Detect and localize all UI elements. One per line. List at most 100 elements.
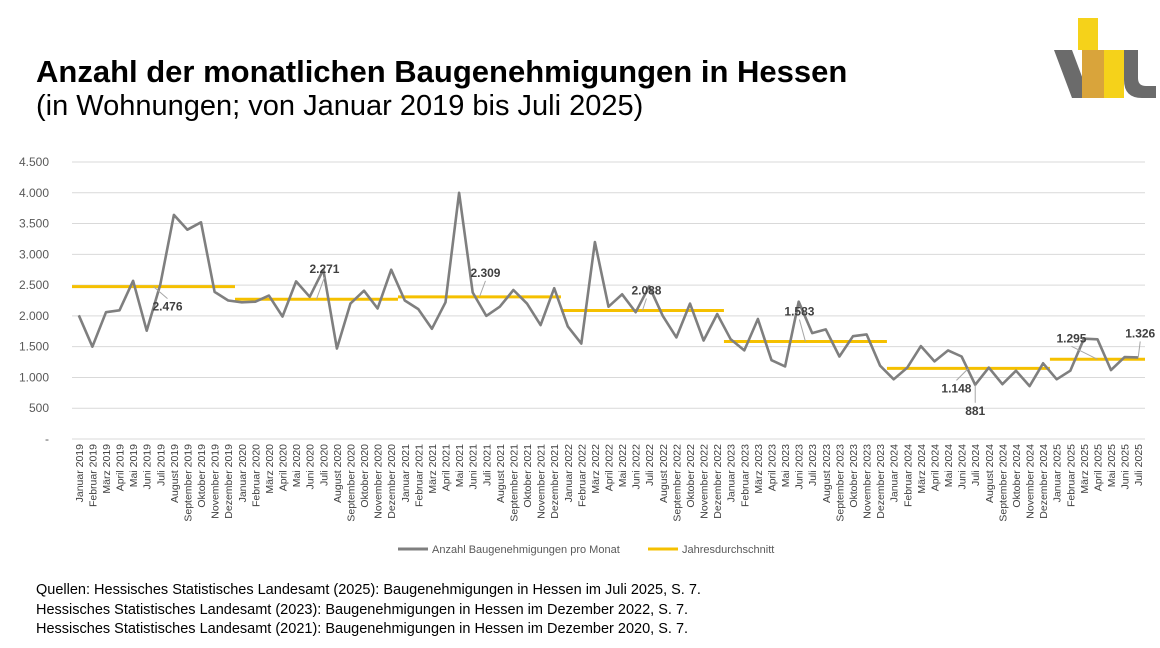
y-tick-label: 2.500 bbox=[19, 278, 49, 292]
x-tick-label: Juli 2020 bbox=[318, 444, 330, 486]
leader-line bbox=[479, 280, 486, 298]
source-line-1: Quellen: Hessisches Statistisches Landes… bbox=[36, 582, 701, 598]
source-line-2: Hessisches Statistisches Landesamt (2023… bbox=[36, 601, 689, 618]
x-tick-label: August 2024 bbox=[984, 444, 996, 503]
x-tick-label: April 2022 bbox=[604, 444, 616, 491]
x-tick-label: Dezember 2023 bbox=[875, 444, 887, 519]
x-tick-label: Oktober 2023 bbox=[848, 444, 860, 508]
average-label-2021: 2.309 bbox=[470, 266, 500, 280]
gridlines bbox=[72, 161, 1145, 440]
x-tick-label: November 2019 bbox=[210, 444, 222, 519]
x-tick-label: Februar 2023 bbox=[739, 444, 751, 507]
x-tick-label: Oktober 2020 bbox=[359, 444, 371, 508]
x-tick-label: November 2021 bbox=[536, 444, 548, 519]
x-tick-label: April 2020 bbox=[278, 444, 290, 491]
series-line bbox=[77, 191, 1139, 388]
x-tick-label: Februar 2019 bbox=[87, 444, 99, 507]
x-tick-label: Oktober 2021 bbox=[522, 444, 534, 508]
x-tick-label: Mai 2020 bbox=[291, 444, 303, 487]
y-tick-label: 2.000 bbox=[19, 309, 49, 323]
chart-title: Anzahl der monatlichen Baugenehmigungen … bbox=[36, 54, 848, 89]
logo-gold-shape bbox=[1082, 50, 1104, 98]
x-tick-label: Dezember 2024 bbox=[1038, 444, 1050, 519]
x-tick-label: Februar 2021 bbox=[413, 444, 425, 507]
x-tick-label: September 2020 bbox=[345, 444, 357, 522]
x-tick-label: April 2023 bbox=[766, 444, 778, 491]
x-tick-label: April 2024 bbox=[929, 444, 941, 491]
x-tick-label: September 2019 bbox=[182, 444, 194, 522]
y-tick-label: 3.500 bbox=[19, 217, 49, 231]
average-label-2019: 2.476 bbox=[152, 300, 182, 314]
x-tick-label: Dezember 2020 bbox=[386, 444, 398, 519]
average-label-2022: 2.088 bbox=[631, 283, 661, 297]
x-tick-label: März 2023 bbox=[753, 444, 765, 494]
company-logo bbox=[1054, 18, 1156, 98]
sources: Quellen: Hessisches Statistisches Landes… bbox=[36, 581, 701, 640]
x-tick-label: Februar 2025 bbox=[1065, 444, 1077, 507]
x-tick-label: Dezember 2019 bbox=[223, 444, 235, 519]
x-tick-label: Februar 2020 bbox=[250, 444, 262, 507]
x-tick-label: November 2024 bbox=[1025, 444, 1037, 519]
leader-line bbox=[956, 367, 969, 381]
x-tick-label: Juni 2021 bbox=[468, 444, 480, 490]
legend-label-series: Anzahl Baugenehmigungen pro Monat bbox=[432, 544, 620, 556]
x-tick-label: März 2020 bbox=[264, 444, 276, 494]
x-tick-label: Juli 2023 bbox=[807, 444, 819, 486]
x-tick-label: August 2019 bbox=[169, 444, 181, 503]
x-tick-label: Juli 2021 bbox=[481, 444, 493, 486]
data-series bbox=[77, 191, 1139, 388]
x-tick-label: Juni 2023 bbox=[794, 444, 806, 490]
x-tick-label: Februar 2024 bbox=[902, 444, 914, 507]
x-tick-label: Dezember 2021 bbox=[549, 444, 561, 519]
x-tick-label: Oktober 2024 bbox=[1011, 444, 1023, 508]
x-tick-label: November 2020 bbox=[373, 444, 385, 519]
y-axis-labels: - 500 1.000 1.500 2.000 2.500 3.000 3.500 4.000 4… bbox=[19, 155, 49, 446]
x-tick-label: Mai 2019 bbox=[128, 444, 140, 487]
x-tick-label: Januar 2019 bbox=[74, 444, 86, 503]
x-tick-label: April 2021 bbox=[441, 444, 453, 491]
x-tick-label: August 2023 bbox=[821, 444, 833, 503]
x-tick-label: September 2022 bbox=[671, 444, 683, 522]
x-tick-label: September 2023 bbox=[834, 444, 846, 522]
x-tick-label: Januar 2022 bbox=[563, 444, 575, 503]
x-tick-label: August 2020 bbox=[332, 444, 344, 503]
x-tick-label: Oktober 2022 bbox=[685, 444, 697, 508]
x-tick-label: Mai 2025 bbox=[1106, 444, 1118, 487]
x-tick-label: August 2021 bbox=[495, 444, 507, 503]
y-tick-label: 1.500 bbox=[19, 340, 49, 354]
x-tick-label: Oktober 2019 bbox=[196, 444, 208, 508]
leader-line bbox=[1137, 341, 1141, 358]
x-tick-label: März 2022 bbox=[590, 444, 602, 494]
average-label-2025: 1.295 bbox=[1056, 331, 1086, 345]
x-tick-label: Januar 2023 bbox=[726, 444, 738, 503]
x-tick-label: April 2019 bbox=[115, 444, 127, 491]
x-tick-label: November 2022 bbox=[699, 444, 711, 519]
average-label-2023: 1.583 bbox=[784, 305, 814, 319]
x-tick-label: August 2022 bbox=[658, 444, 670, 503]
y-tick-label: 4.500 bbox=[19, 155, 49, 169]
x-tick-label: Juli 2022 bbox=[644, 444, 656, 486]
x-tick-label: Juni 2022 bbox=[631, 444, 643, 490]
leader-line bbox=[641, 298, 647, 311]
x-tick-label: September 2021 bbox=[508, 444, 520, 522]
x-axis-labels: Januar 2019 Februar 2019 März 2019 April 20… bbox=[74, 444, 1145, 522]
average-label-2020: 2.271 bbox=[309, 262, 339, 276]
x-tick-label: Januar 2025 bbox=[1052, 444, 1064, 503]
legend-label-average: Jahresdurchschnitt bbox=[682, 544, 774, 556]
x-tick-label: September 2024 bbox=[997, 444, 1009, 522]
x-tick-label: März 2024 bbox=[916, 444, 928, 494]
leader-line bbox=[153, 286, 168, 299]
x-tick-label: Januar 2020 bbox=[237, 444, 249, 503]
leader-line bbox=[1071, 345, 1098, 360]
leader-line bbox=[798, 319, 806, 342]
point-label: 1.326 bbox=[1125, 326, 1155, 340]
x-tick-label: Juni 2024 bbox=[957, 444, 969, 490]
x-tick-label: März 2021 bbox=[427, 444, 439, 494]
y-tick-label: - bbox=[45, 432, 49, 446]
x-tick-label: Juli 2025 bbox=[1133, 444, 1145, 486]
x-tick-label: Mai 2022 bbox=[617, 444, 629, 487]
point-label: 881 bbox=[965, 404, 985, 418]
x-tick-label: Juli 2019 bbox=[155, 444, 167, 486]
x-tick-label: März 2019 bbox=[101, 444, 113, 494]
